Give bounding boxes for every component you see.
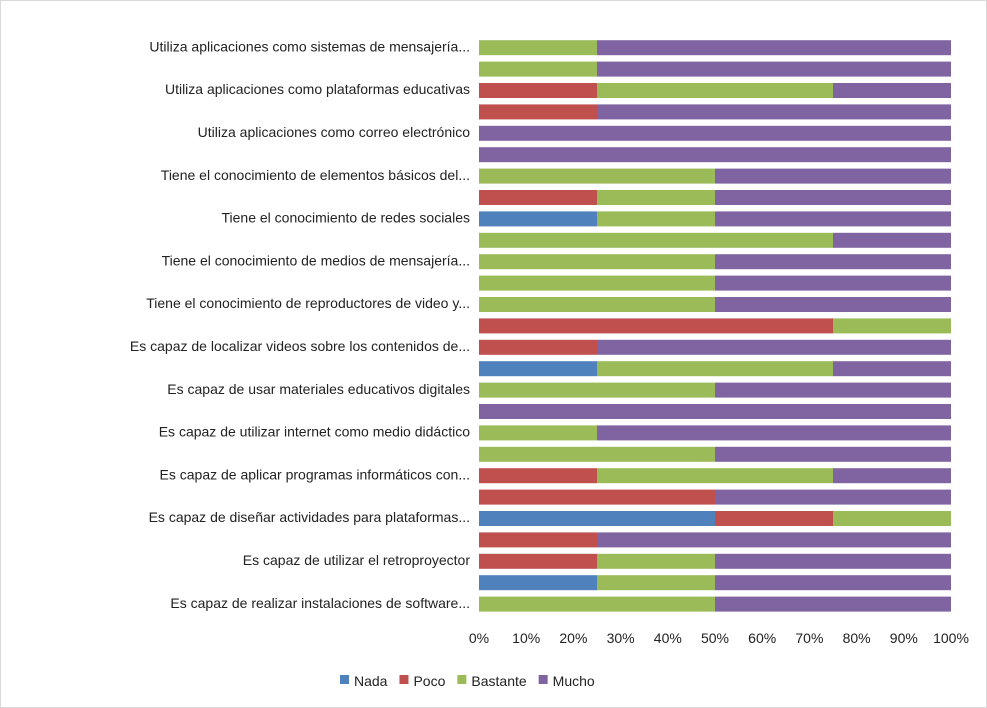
category-label: Es capaz de diseñar actividades para pla… [149,509,470,525]
bar-segment-mucho-row-3 [597,104,951,120]
bar-segment-bastante-row-22 [833,511,951,526]
category-label: Es capaz de utilizar internet como medio… [159,424,470,440]
bar-segment-mucho-row-17 [479,404,951,419]
x-tick-label: 50% [701,630,729,646]
x-tick-label: 100% [933,630,969,646]
bar-segment-mucho-row-1 [597,61,951,77]
bar-segment-bastante-row-1 [479,61,597,77]
x-tick-label: 10% [512,630,540,646]
category-label: Es capaz de aplicar programas informátic… [160,466,470,482]
bar-segment-bastante-row-18 [479,425,597,441]
bar-segment-mucho-row-25 [715,575,951,591]
bar-segment-poco-row-3 [479,104,597,120]
bar-segment-mucho-row-8 [715,211,951,227]
legend: Nada Poco Bastante Mucho [340,673,595,689]
bar-segment-bastante-row-7 [597,190,715,205]
bar-segment-bastante-row-25 [597,575,715,591]
bar-segment-nada-row-22 [479,511,715,526]
category-label: Es capaz de realizar instalaciones de so… [170,595,470,611]
bar-segment-poco-row-22 [715,511,833,526]
bar-segment-mucho-row-4 [479,125,951,141]
bar-segment-mucho-row-21 [715,489,951,505]
legend-swatch-poco [399,675,409,684]
bar-segment-mucho-row-24 [715,553,951,569]
x-axis-ticks: 0% 10% 20% 30% 40% 50% 60% 70% 80% 90% 100% [469,630,969,646]
bar-segment-mucho-row-16 [715,382,951,398]
bar-segment-nada-row-15 [479,361,597,377]
bar-segment-nada-row-25 [479,575,597,591]
category-label: Utiliza aplicaciones como plataformas ed… [165,81,470,97]
legend-label-mucho: Mucho [553,673,595,689]
bar-segment-mucho-row-6 [715,168,951,184]
bar-segment-poco-row-14 [479,339,597,355]
bar-segment-bastante-row-12 [479,297,715,312]
bar-segment-mucho-row-26 [715,596,951,612]
x-tick-label: 40% [654,630,682,646]
x-tick-label: 0% [469,630,489,646]
bar-segment-mucho-row-23 [597,532,951,548]
bar-segment-mucho-row-19 [715,446,951,462]
category-label: Es capaz de usar materiales educativos d… [167,381,470,397]
bar-segment-poco-row-13 [479,318,833,334]
bar-segment-bastante-row-10 [479,254,715,270]
bar-segment-mucho-row-9 [833,232,951,248]
bar-segment-poco-row-23 [479,532,597,548]
bar-segment-bastante-row-6 [479,168,715,184]
category-label: Tiene el conocimiento de medios de mensa… [162,252,470,268]
bar-segment-bastante-row-8 [597,211,715,227]
legend-label-nada: Nada [354,673,388,689]
bar-segment-poco-row-7 [479,190,597,205]
x-tick-label: 70% [795,630,823,646]
bar-segment-bastante-row-9 [479,232,833,248]
x-tick-label: 80% [843,630,871,646]
category-label: Tiene el conocimiento de redes sociales [221,210,470,226]
bars-group [479,40,951,612]
bar-segment-bastante-row-13 [833,318,951,334]
bar-segment-bastante-row-2 [597,83,833,98]
bar-segment-bastante-row-11 [479,275,715,291]
legend-swatch-nada [340,675,349,684]
legend-label-bastante: Bastante [471,673,526,689]
x-tick-label: 60% [748,630,776,646]
bar-segment-bastante-row-24 [597,553,715,569]
category-label: Tiene el conocimiento de reproductores d… [146,295,470,311]
bar-segment-poco-row-2 [479,83,597,98]
bar-segment-nada-row-8 [479,211,597,227]
bar-segment-mucho-row-14 [597,339,951,355]
x-tick-label: 30% [607,630,635,646]
legend-swatch-mucho [538,675,548,684]
bar-segment-mucho-row-20 [833,468,951,484]
bar-segment-bastante-row-0 [479,40,597,56]
category-label: Tiene el conocimiento de elementos básic… [161,167,470,183]
legend-swatch-bastante [457,675,467,684]
bar-segment-mucho-row-7 [715,190,951,205]
bar-segment-mucho-row-2 [833,83,951,98]
bar-segment-bastante-row-15 [597,361,833,377]
bar-segment-bastante-row-16 [479,382,715,398]
bar-segment-mucho-row-11 [715,275,951,291]
bar-segment-mucho-row-18 [597,425,951,441]
bar-segment-poco-row-20 [479,468,597,484]
bar-segment-mucho-row-0 [597,40,951,56]
category-label: Utiliza aplicaciones como sistemas de me… [149,38,470,54]
bar-segment-bastante-row-26 [479,596,715,612]
bar-segment-bastante-row-20 [597,468,833,484]
category-labels: Utiliza aplicaciones como sistemas de me… [130,38,470,610]
bar-segment-bastante-row-19 [479,446,715,462]
bar-segment-poco-row-24 [479,553,597,569]
bar-segment-poco-row-21 [479,489,715,505]
category-label: Utiliza aplicaciones como correo electró… [198,124,471,140]
category-label: Es capaz de localizar videos sobre los c… [130,338,470,354]
x-tick-label: 20% [559,630,587,646]
bar-segment-mucho-row-10 [715,254,951,270]
category-label: Es capaz de utilizar el retroproyector [243,552,471,568]
x-tick-label: 90% [890,630,918,646]
legend-label-poco: Poco [413,673,445,689]
bar-segment-mucho-row-12 [715,297,951,312]
bar-segment-mucho-row-5 [479,147,951,163]
bar-segment-mucho-row-15 [833,361,951,377]
